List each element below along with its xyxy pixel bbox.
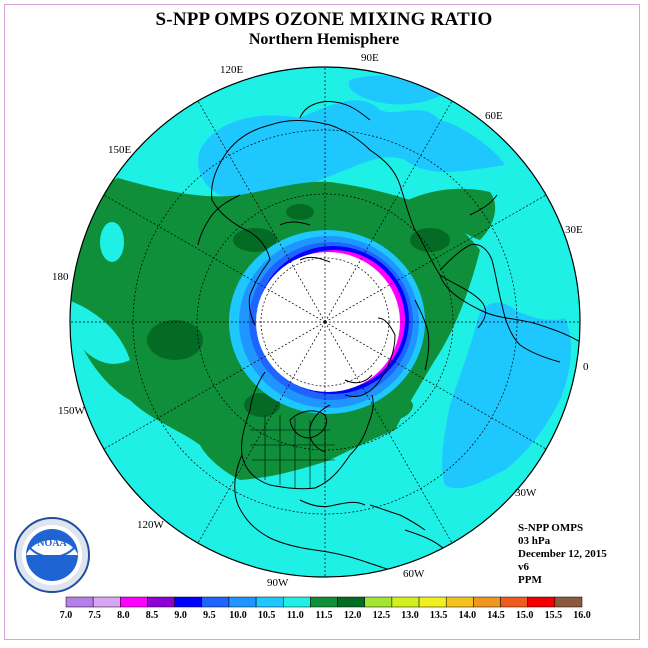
colorbar-tick-label: 14.5 [487, 610, 505, 621]
colorbar-swatch [391, 596, 420, 608]
field-darkgreen-core3 [286, 204, 314, 220]
colorbar-tick-label: 12.0 [344, 610, 362, 621]
colorbar-tick-label: 10.5 [258, 610, 276, 621]
colorbar-swatch [174, 596, 203, 608]
colorbar-swatch [283, 596, 311, 608]
lon-label-60w: 60W [403, 568, 425, 580]
field-darkgreen-core5 [244, 393, 280, 417]
colorbar-swatch [337, 596, 365, 608]
lon-label-30e: 30E [565, 224, 583, 236]
info-date: December 12, 2015 [518, 548, 607, 560]
colorbar-swatch [527, 596, 556, 608]
map-title: S-NPP OMPS OZONE MIXING RATIO [155, 9, 493, 30]
colorbar-tick-label: 12.5 [373, 610, 391, 621]
noaa-logo-text: NOAA [37, 538, 67, 549]
colorbar-tick-label: 8.5 [146, 610, 159, 621]
field-darkgreen-core1 [147, 320, 203, 360]
colorbar-swatch [228, 596, 257, 608]
colorbar-tick-label: 7.0 [60, 610, 73, 621]
colorbar-swatch [92, 596, 121, 608]
colorbar-swatch [418, 596, 447, 608]
info-units: PPM [518, 574, 542, 586]
colorbar-tick-label: 16.0 [573, 610, 591, 621]
map-subtitle: Northern Hemisphere [248, 31, 400, 48]
coastlines [197, 101, 580, 576]
colorbar-tick-label: 8.0 [117, 610, 130, 621]
colorbar-tick-label: 13.5 [430, 610, 448, 621]
lon-label-90e: 90E [361, 52, 379, 64]
colorbar-swatch [310, 596, 338, 608]
colorbar-tick-label: 15.0 [516, 610, 534, 621]
colorbar-tick-label: 9.0 [174, 610, 187, 621]
lon-label-90w: 90W [267, 577, 289, 589]
noaa-logo: NOAA [14, 517, 90, 593]
lon-label-180: 180 [52, 271, 69, 283]
colorbar-swatch [364, 596, 393, 608]
longitude-labels: 90E 60E 30E 0 30W 60W 90W 120W 150W 180 … [52, 52, 589, 589]
colorbar-swatch [554, 596, 583, 608]
info-level: 03 hPa [518, 535, 551, 547]
field-cyan-island [100, 222, 124, 262]
lon-label-60e: 60E [485, 110, 503, 122]
image-frame [4, 4, 640, 640]
colorbar-tick-label: 10.0 [229, 610, 247, 621]
lon-label-120w: 120W [137, 519, 165, 531]
field-lightblue-right [442, 302, 572, 489]
info-instrument: S-NPP OMPS [518, 522, 584, 534]
colorbar-tick-label: 15.5 [545, 610, 563, 621]
field-darkgreen-core2 [233, 228, 277, 252]
colorbar-tick-label: 11.5 [316, 610, 333, 621]
colorbar-tick-label: 14.0 [459, 610, 477, 621]
lon-label-150e: 150E [108, 144, 132, 156]
colorbar-swatch [473, 596, 501, 608]
lon-label-0: 0 [583, 361, 589, 373]
colorbar-swatch [445, 596, 474, 608]
lon-label-30w: 30W [515, 487, 537, 499]
colorbar-swatch [255, 596, 284, 608]
polar-night-hole [256, 252, 400, 392]
colorbar-swatch [500, 596, 528, 608]
field-cyan-gap [70, 300, 130, 364]
colorbar-tick-label: 11.0 [287, 610, 304, 621]
contour-fields [70, 67, 580, 577]
lon-label-120e: 120E [220, 64, 244, 76]
field-darkgreen-core4 [410, 228, 450, 252]
colorbar-swatch [120, 596, 148, 608]
colorbar-swatch [201, 596, 230, 608]
colorbar: 7.0 7.5 8.0 8.5 9.0 9.5 10.0 10.5 11.0 11.5 12.0 12… [60, 596, 591, 621]
info-version: v6 [518, 561, 529, 573]
field-green-patch [383, 399, 413, 421]
globe-outline [69, 66, 581, 578]
colorbar-swatch [65, 596, 94, 608]
colorbar-swatch [147, 596, 175, 608]
field-green-top [408, 188, 496, 240]
field-lightblue-top [198, 100, 505, 197]
colorbar-tick-label: 13.0 [401, 610, 419, 621]
colorbar-tick-label: 9.5 [203, 610, 216, 621]
colorbar-tick-label: 7.5 [88, 610, 101, 621]
longitude-grid [70, 67, 580, 577]
info-block: S-NPP OMPS 03 hPa December 12, 2015 v6 P… [518, 522, 607, 587]
us-state-lines [250, 415, 335, 488]
lon-label-150w: 150W [58, 405, 86, 417]
